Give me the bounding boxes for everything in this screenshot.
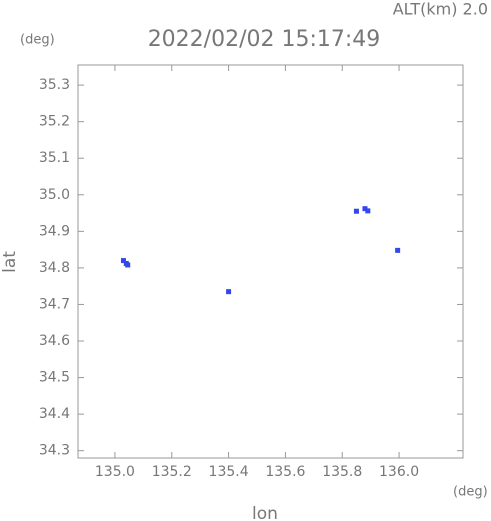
point — [226, 289, 232, 295]
y-tick-label: 34.3 — [39, 443, 70, 459]
x-tick-label: 135.6 — [265, 464, 305, 480]
x-tick-label: 135.0 — [95, 464, 135, 480]
y-tick-label: 34.5 — [39, 370, 70, 386]
altitude-label: ALT(km) 2.0 — [393, 0, 488, 19]
x-tick-label: 135.4 — [209, 464, 249, 480]
chart-title: 2022/02/02 15:17:49 — [148, 27, 381, 52]
y-axis-label: lat — [0, 251, 20, 273]
y-tick-label: 34.9 — [39, 223, 70, 239]
point — [362, 206, 368, 212]
x-tick-label: 135.2 — [152, 464, 192, 480]
y-tick-label: 34.6 — [39, 333, 70, 349]
point — [120, 258, 126, 264]
y-tick-label: 34.8 — [39, 260, 70, 276]
point — [395, 247, 401, 253]
y-tick-label: 34.4 — [39, 406, 70, 422]
x-tick-label: 136.0 — [379, 464, 419, 480]
plot-frame — [77, 64, 464, 459]
y-tick-label: 35.2 — [39, 114, 70, 130]
y-tick-label: 34.7 — [39, 296, 70, 312]
y-tick-label: 35.1 — [39, 150, 70, 166]
point — [125, 262, 131, 268]
y-tick-label: 35.0 — [39, 187, 70, 203]
point — [353, 208, 359, 214]
x-axis-label: lon — [252, 504, 278, 521]
x-tick-label: 135.8 — [322, 464, 362, 480]
y-tick-label: 35.3 — [39, 77, 70, 93]
x-unit: (deg) — [453, 485, 488, 500]
point — [365, 208, 371, 214]
y-unit: (deg) — [20, 33, 55, 48]
